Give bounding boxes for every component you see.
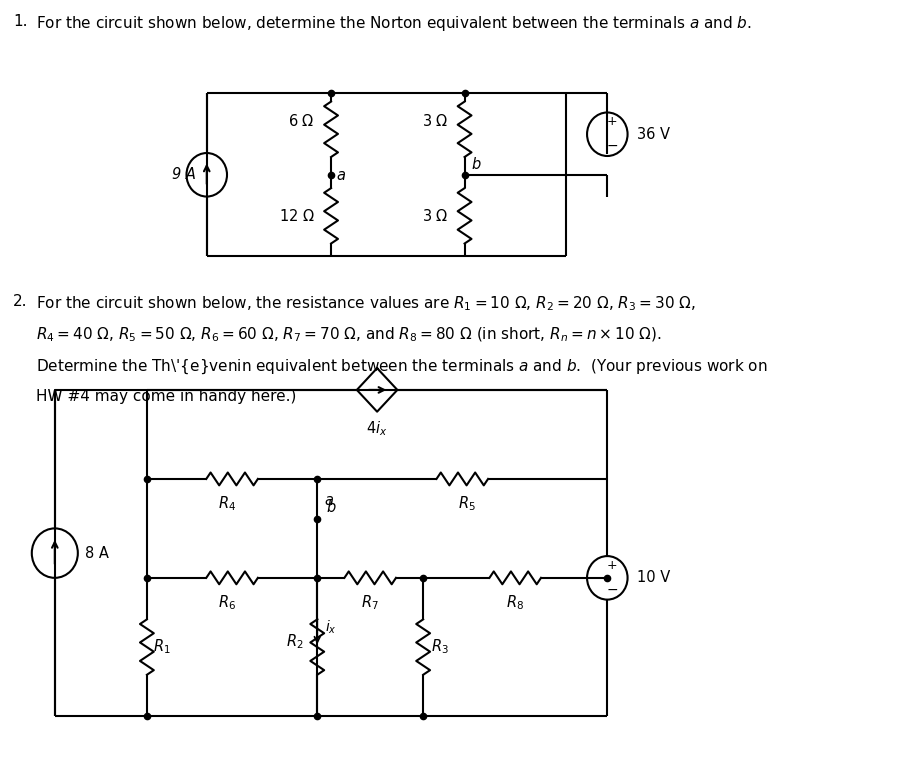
Text: $R_1$: $R_1$ [154,638,171,656]
Text: 10 V: 10 V [637,571,670,585]
Text: $R_6$: $R_6$ [218,594,236,612]
Text: For the circuit shown below, determine the Norton equivalent between the termina: For the circuit shown below, determine t… [37,14,753,33]
Text: $R_4 = 40\ \Omega$, $R_5 = 50\ \Omega$, $R_6 = 60\ \Omega$, $R_7 = 70\ \Omega$, : $R_4 = 40\ \Omega$, $R_5 = 50\ \Omega$, … [37,326,662,344]
Text: $R_3$: $R_3$ [430,638,448,656]
Text: $R_8$: $R_8$ [506,594,524,612]
Text: 9 A: 9 A [172,168,196,182]
Text: $R_7$: $R_7$ [361,594,379,612]
Text: 8 A: 8 A [85,545,109,561]
Text: a: a [337,168,346,183]
Text: Determine the Th\'{e}venin equivalent between the terminals $a$ and $b$.  (Your : Determine the Th\'{e}venin equivalent be… [37,357,768,376]
Text: b: b [471,158,480,172]
Text: $R_4$: $R_4$ [218,495,236,513]
Text: a: a [324,493,334,508]
Text: 3 $\Omega$: 3 $\Omega$ [421,113,448,129]
Text: $i_x$: $i_x$ [324,619,337,636]
Text: 1.: 1. [13,14,28,29]
Text: 12 $\Omega$: 12 $\Omega$ [278,208,314,224]
Text: −: − [606,139,618,153]
Text: b: b [327,500,336,515]
Text: $4i_x$: $4i_x$ [366,419,388,438]
Text: 3 $\Omega$: 3 $\Omega$ [421,208,448,224]
Text: +: + [607,115,617,128]
Text: 2.: 2. [13,294,28,309]
Text: For the circuit shown below, the resistance values are $R_1 = 10\ \Omega$, $R_2 : For the circuit shown below, the resista… [37,294,696,313]
Text: 36 V: 36 V [637,127,670,142]
Text: $R_5$: $R_5$ [458,495,476,513]
Text: HW #4 may come in handy here.): HW #4 may come in handy here.) [37,389,296,404]
Text: 6 $\Omega$: 6 $\Omega$ [288,113,314,129]
Text: $R_2$: $R_2$ [286,633,304,652]
Text: +: + [607,558,617,571]
Text: −: − [606,583,618,597]
